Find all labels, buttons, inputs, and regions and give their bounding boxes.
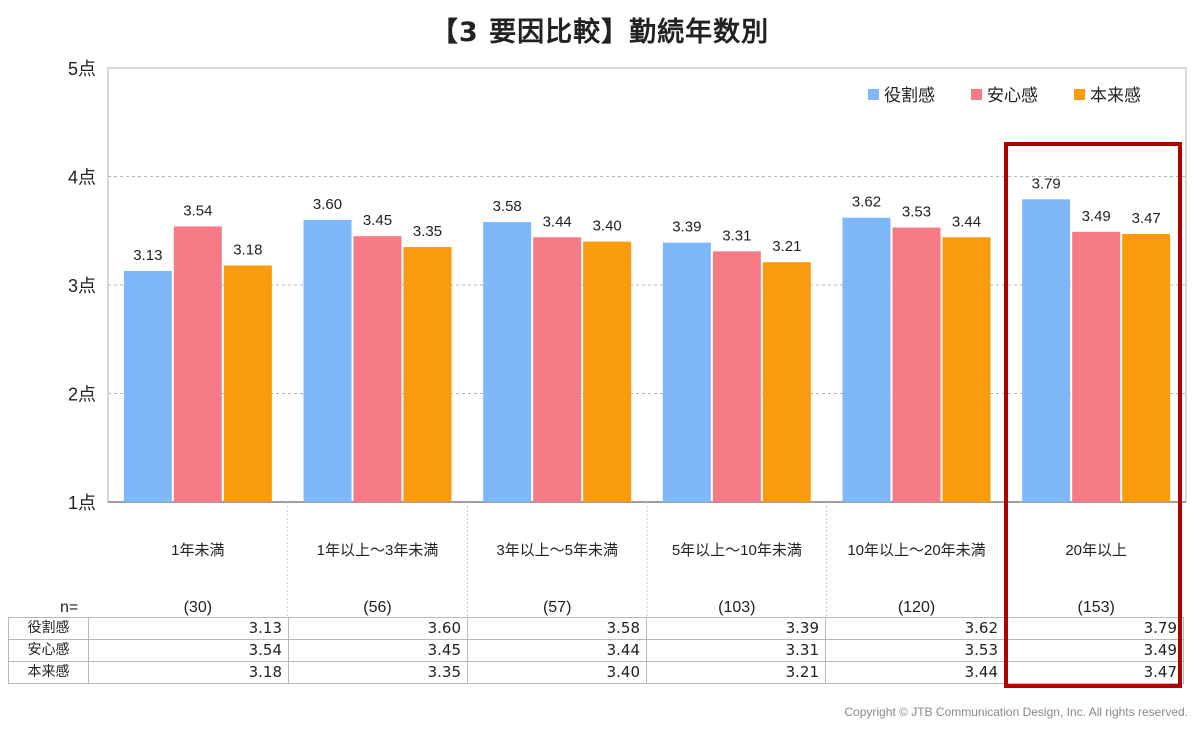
legend-swatch <box>868 89 879 100</box>
n-label: n= <box>60 599 78 616</box>
x-category-label: 20年以上 <box>1065 542 1127 559</box>
legend-label: 役割感 <box>884 86 935 105</box>
sample-size-label: (30) <box>184 599 212 616</box>
table-row-label: 本来感 <box>8 661 89 684</box>
data-label: 3.49 <box>1082 208 1111 225</box>
data-label: 3.58 <box>493 198 522 215</box>
table-cell: 3.44 <box>825 661 1005 684</box>
table-row-label: 役割感 <box>8 617 89 640</box>
table-cell: 3.49 <box>1004 639 1184 662</box>
data-label: 3.35 <box>413 223 442 240</box>
data-table: 役割感 3.13 3.60 3.58 3.39 3.62 3.79 安心感 3.54 3.45 3.… <box>8 617 1184 684</box>
data-label: 3.39 <box>672 219 701 236</box>
table-cell: 3.45 <box>288 639 468 662</box>
bar <box>223 265 272 502</box>
table-cell: 3.35 <box>288 661 468 684</box>
x-category-label: 1年以上～3年未満 <box>317 542 439 559</box>
table-cell: 3.21 <box>646 661 826 684</box>
data-label: 3.13 <box>133 247 162 264</box>
table-row: 役割感 3.13 3.60 3.58 3.39 3.62 3.79 <box>8 617 1184 640</box>
y-tick-label: 1点 <box>68 493 96 513</box>
bar <box>303 219 352 502</box>
legend-swatch <box>971 89 982 100</box>
chart-title: 【3 要因比較】勤続年数別 <box>430 17 770 48</box>
y-tick-label: 5点 <box>68 59 96 79</box>
data-label: 3.44 <box>952 213 981 230</box>
data-label: 3.62 <box>852 194 881 211</box>
data-label: 3.31 <box>722 227 751 244</box>
data-label: 3.45 <box>363 212 392 229</box>
legend-label: 安心感 <box>987 86 1038 105</box>
y-tick-label: 2点 <box>68 385 96 405</box>
copyright-notice: Copyright © JTB Communication Design, In… <box>844 705 1188 719</box>
bar <box>762 262 811 502</box>
bar <box>533 237 582 502</box>
sample-size-label: (103) <box>718 599 755 616</box>
table-cell: 3.44 <box>467 639 647 662</box>
x-category-label: 1年未満 <box>171 542 224 559</box>
y-tick-label: 4点 <box>68 168 96 188</box>
sample-size-label: (120) <box>898 599 935 616</box>
data-label: 3.40 <box>593 218 622 235</box>
table-cell: 3.47 <box>1004 661 1184 684</box>
bar <box>892 227 941 502</box>
table-cell: 3.39 <box>646 617 826 640</box>
table-cell: 3.54 <box>88 639 289 662</box>
bar <box>483 222 532 502</box>
table-row: 安心感 3.54 3.45 3.44 3.31 3.53 3.49 <box>8 639 1184 662</box>
table-row: 本来感 3.18 3.35 3.40 3.21 3.44 3.47 <box>8 661 1184 684</box>
table-cell: 3.40 <box>467 661 647 684</box>
data-label: 3.44 <box>543 213 572 230</box>
table-cell: 3.31 <box>646 639 826 662</box>
legend-label: 本来感 <box>1090 86 1141 105</box>
bar <box>353 236 402 503</box>
table-cell: 3.13 <box>88 617 289 640</box>
bar <box>583 241 632 502</box>
sample-size-label: (56) <box>363 599 391 616</box>
x-category-label: 3年以上～5年未満 <box>496 542 618 559</box>
data-label: 3.60 <box>313 196 342 213</box>
bar <box>942 237 991 502</box>
bar <box>712 251 761 502</box>
bar <box>173 226 222 502</box>
table-row-label: 安心感 <box>8 639 89 662</box>
data-label: 3.47 <box>1132 210 1161 227</box>
table-cell: 3.18 <box>88 661 289 684</box>
data-label: 3.53 <box>902 203 931 220</box>
table-cell: 3.62 <box>825 617 1005 640</box>
data-label: 3.18 <box>233 241 262 258</box>
data-label: 3.21 <box>772 238 801 255</box>
bar <box>1122 234 1171 502</box>
bar <box>403 247 452 502</box>
bar <box>123 270 172 502</box>
bar <box>662 242 711 502</box>
x-category-label: 10年以上～20年未満 <box>847 542 985 559</box>
bar <box>1022 199 1071 502</box>
table-cell: 3.53 <box>825 639 1005 662</box>
y-tick-label: 3点 <box>68 276 96 296</box>
x-category-label: 5年以上～10年未満 <box>672 542 802 559</box>
legend-swatch <box>1074 89 1085 100</box>
table-cell: 3.79 <box>1004 617 1184 640</box>
sample-size-label: (153) <box>1077 599 1114 616</box>
table-cell: 3.58 <box>467 617 647 640</box>
table-cell: 3.60 <box>288 617 468 640</box>
sample-size-label: (57) <box>543 599 571 616</box>
bar <box>1072 231 1121 502</box>
bar <box>842 217 891 503</box>
data-label: 3.79 <box>1032 175 1061 192</box>
data-label: 3.54 <box>183 202 212 219</box>
